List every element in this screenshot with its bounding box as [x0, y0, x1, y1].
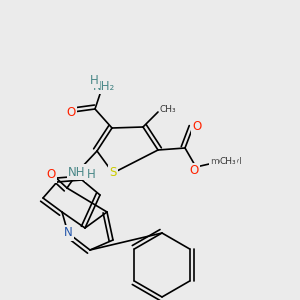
Text: NH: NH — [68, 166, 86, 178]
Text: O: O — [189, 164, 199, 178]
Text: methyl: methyl — [210, 158, 242, 166]
Text: H: H — [90, 74, 98, 86]
Text: CH₃: CH₃ — [220, 158, 237, 166]
Text: O: O — [192, 121, 202, 134]
Text: H: H — [87, 167, 95, 181]
Text: O: O — [46, 169, 56, 182]
Text: NH₂: NH₂ — [93, 80, 115, 92]
Text: CH₃: CH₃ — [160, 106, 177, 115]
Text: S: S — [109, 167, 117, 179]
Text: N: N — [64, 226, 72, 239]
Text: O: O — [66, 106, 76, 118]
